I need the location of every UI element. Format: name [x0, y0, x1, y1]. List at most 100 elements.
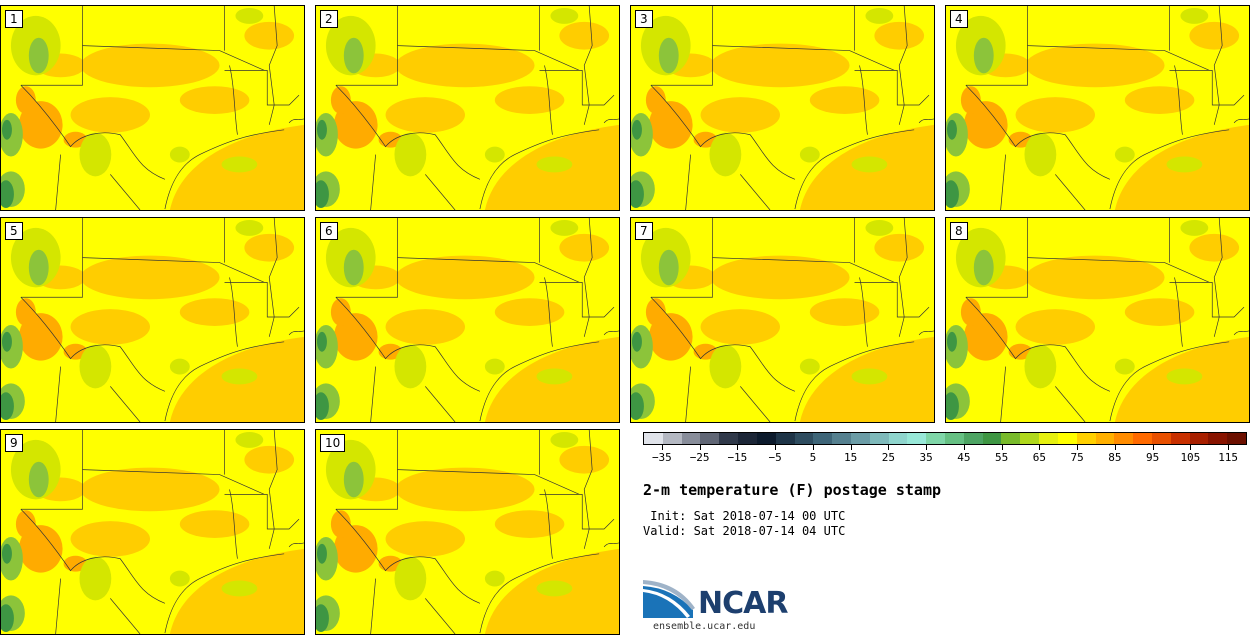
colorbar-swatch	[1057, 433, 1077, 444]
colorbar-swatch	[907, 433, 927, 444]
colorbar-tick	[1228, 445, 1230, 450]
colorbar-swatch	[982, 433, 1002, 444]
colorbar-tick	[1039, 445, 1041, 450]
ncar-logo-icon	[643, 580, 695, 618]
member-label: 1	[5, 10, 23, 28]
colorbar-swatch	[1227, 433, 1246, 444]
postage-stamp-map-8: 8	[945, 217, 1250, 423]
colorbar-swatch	[945, 433, 964, 444]
member-label: 4	[950, 10, 968, 28]
colorbar-tick	[737, 445, 739, 450]
plot-title: 2-m temperature (F) postage stamp	[643, 481, 942, 499]
colorbar-tick-label: 65	[1032, 451, 1046, 464]
member-label: 8	[950, 222, 968, 240]
colorbar-tick-label: 85	[1108, 451, 1122, 464]
postage-stamp-map-9: 9	[0, 429, 305, 635]
colorbar-tick-label: −25	[689, 451, 710, 464]
colorbar-tick	[850, 445, 852, 450]
colorbar-swatch	[1133, 433, 1152, 444]
colorbar-ticks: −35 −25 −15 −5 5 15 25 35 45 55 65 75 85 95 105 115	[643, 445, 1247, 469]
colorbar-tick-label: 15	[844, 451, 858, 464]
colorbar-swatch	[1170, 433, 1190, 444]
colorbar-swatch	[832, 433, 851, 444]
colorbar-swatch	[738, 433, 757, 444]
colorbar-tick	[926, 445, 928, 450]
colorbar-tick-label: 105	[1180, 451, 1201, 464]
colorbar-swatch	[794, 433, 814, 444]
temperature-map-image	[1, 218, 304, 422]
colorbar-tick	[1152, 445, 1154, 450]
colorbar-swatch	[1151, 433, 1171, 444]
postage-stamp-map-10: 10	[315, 429, 620, 635]
colorbar-tick-label: 25	[881, 451, 895, 464]
member-label: 9	[5, 434, 23, 452]
colorbar-swatch	[644, 433, 663, 444]
colorbar-tick-label: 5	[809, 451, 817, 464]
colorbar-swatch	[963, 433, 983, 444]
temperature-map-image	[1, 6, 304, 210]
postage-stamp-map-5: 5	[0, 217, 305, 423]
colorbar-tick	[1001, 445, 1003, 450]
temperature-map-image	[946, 218, 1249, 422]
colorbar-tick	[812, 445, 814, 450]
colorbar-tick-label: 45	[957, 451, 971, 464]
colorbar-swatch	[888, 433, 908, 444]
logo-url: ensemble.ucar.edu	[653, 621, 756, 632]
member-label: 10	[320, 434, 346, 452]
colorbar-tick	[699, 445, 701, 450]
colorbar-tick	[661, 445, 663, 450]
ncar-logo-text: NCAR	[698, 586, 788, 621]
colorbar-swatch	[700, 433, 720, 444]
colorbar-swatch	[1208, 433, 1228, 444]
temperature-map-image	[316, 218, 619, 422]
colorbar-swatch	[1189, 433, 1209, 444]
colorbar-tick	[1190, 445, 1192, 450]
colorbar-swatch	[775, 433, 795, 444]
colorbar-swatch	[662, 433, 682, 444]
temperature-map-image	[1, 430, 304, 634]
colorbar-tick	[1077, 445, 1079, 450]
colorbar-swatch	[869, 433, 889, 444]
member-label: 5	[5, 222, 23, 240]
colorbar-tick-label: −35	[651, 451, 672, 464]
temperature-colorbar	[643, 432, 1247, 445]
postage-stamp-map-3: 3	[630, 5, 935, 211]
temperature-map-image	[316, 430, 619, 634]
colorbar-swatch	[756, 433, 776, 444]
member-label: 3	[635, 10, 653, 28]
colorbar-tick	[963, 445, 965, 450]
colorbar-tick-label: −5	[768, 451, 782, 464]
colorbar-swatch	[1114, 433, 1134, 444]
colorbar-swatch	[926, 433, 945, 444]
postage-stamp-map-1: 1	[0, 5, 305, 211]
postage-stamp-map-6: 6	[315, 217, 620, 423]
colorbar-tick-label: 35	[919, 451, 933, 464]
colorbar-tick-label: 75	[1070, 451, 1084, 464]
colorbar-swatch	[719, 433, 739, 444]
postage-stamp-map-2: 2	[315, 5, 620, 211]
postage-stamp-map-4: 4	[945, 5, 1250, 211]
colorbar-tick	[1114, 445, 1116, 450]
member-label: 6	[320, 222, 338, 240]
colorbar-swatch	[850, 433, 870, 444]
member-label: 2	[320, 10, 338, 28]
member-label: 7	[635, 222, 653, 240]
valid-time: Valid: Sat 2018-07-14 04 UTC	[643, 524, 846, 538]
colorbar-swatch	[813, 433, 833, 444]
postage-stamp-map-7: 7	[630, 217, 935, 423]
colorbar-tick-label: 115	[1218, 451, 1239, 464]
colorbar-swatch	[1039, 433, 1058, 444]
temperature-map-image	[631, 218, 934, 422]
temperature-map-image	[316, 6, 619, 210]
colorbar-swatch	[1076, 433, 1096, 444]
colorbar-swatch	[681, 433, 701, 444]
temperature-map-image	[631, 6, 934, 210]
init-time: Init: Sat 2018-07-14 00 UTC	[643, 509, 846, 523]
colorbar-tick-label: 55	[995, 451, 1009, 464]
colorbar-tick-label: 95	[1146, 451, 1160, 464]
colorbar-swatch	[1001, 433, 1021, 444]
colorbar-tick	[888, 445, 890, 450]
colorbar-swatch	[1020, 433, 1040, 444]
colorbar-tick-label: −15	[727, 451, 748, 464]
colorbar-swatch	[1095, 433, 1115, 444]
